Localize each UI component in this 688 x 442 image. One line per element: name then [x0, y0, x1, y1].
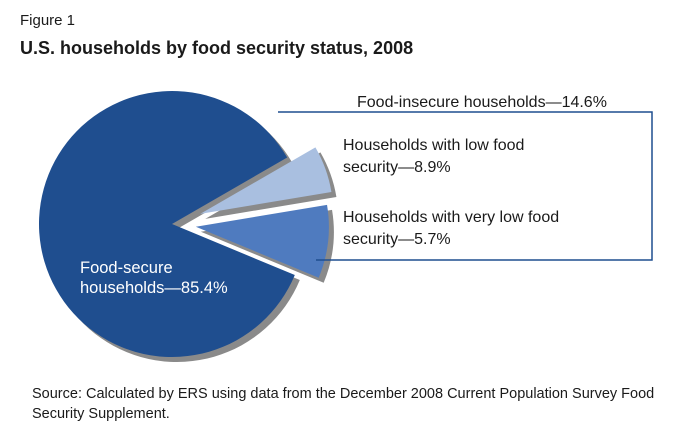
slice-label-food-secure: Food-secure households—85.4% — [80, 259, 228, 297]
chart-title: U.S. households by food security status,… — [20, 38, 414, 58]
slice-label-very-low-food-security: Households with very low food security—5.… — [343, 209, 559, 248]
slice-label-low-food-security: Households with low food security—8.9% — [343, 137, 524, 176]
source-note: Source: Calculated by ERS using data fro… — [32, 386, 655, 422]
figure-label: Figure 1 — [20, 12, 76, 29]
food-insecure-annotation: Food-insecure households—14.6% — [357, 94, 607, 111]
pie-slice-low-food-security — [195, 204, 329, 278]
pie-slice-very-low-food-security — [200, 147, 332, 214]
pie-chart: Food-insecure households—14.6% Food-secur… — [38, 91, 653, 363]
pie-slice-food-secure — [38, 91, 295, 358]
food-insecure-bracket — [278, 111, 653, 261]
